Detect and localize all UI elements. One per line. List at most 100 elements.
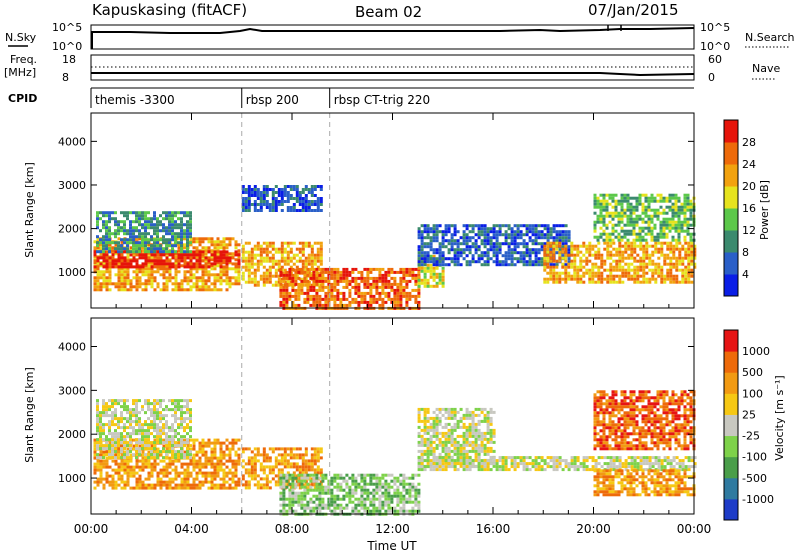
heatmap-cell: [654, 269, 657, 272]
heatmap-cell: [145, 273, 148, 276]
heatmap-cell: [94, 288, 97, 291]
heatmap-cell: [633, 278, 636, 281]
heatmap-cell: [220, 262, 223, 265]
heatmap-cell: [672, 221, 675, 224]
heatmap-cell: [543, 266, 546, 269]
heatmap-cell: [621, 230, 624, 233]
heatmap-cell: [642, 260, 645, 263]
heatmap-cell: [181, 288, 184, 291]
heatmap-cell: [220, 279, 223, 282]
heatmap-cell: [321, 271, 324, 274]
heatmap-cell: [684, 275, 687, 278]
heatmap-cell: [490, 242, 493, 245]
heatmap-cell: [615, 254, 618, 257]
heatmap-cell: [159, 414, 162, 417]
heatmap-cell: [127, 265, 130, 268]
heatmap-cell: [427, 251, 430, 254]
heatmap-cell: [242, 200, 245, 203]
heatmap-cell: [138, 235, 141, 238]
heatmap-cell: [157, 472, 160, 475]
heatmap-cell: [151, 463, 154, 466]
heatmap-cell: [317, 254, 320, 257]
heatmap-cell: [609, 212, 612, 215]
heatmap-cell: [314, 468, 317, 471]
heatmap-cell: [99, 241, 102, 244]
heatmap-cell: [208, 279, 211, 282]
heatmap-cell: [639, 263, 642, 266]
heatmap-cell: [297, 283, 300, 286]
heatmap-cell: [678, 221, 681, 224]
heatmap-cell: [127, 469, 130, 472]
heatmap-cell: [381, 268, 384, 271]
heatmap-cell: [600, 254, 603, 257]
heatmap-cell: [600, 200, 603, 203]
heatmap-cell: [430, 267, 433, 270]
heatmap-cell: [381, 301, 384, 304]
heatmap-cell: [102, 432, 105, 435]
heatmap-cell: [296, 260, 299, 263]
heatmap-cell: [675, 248, 678, 251]
heatmap-cell: [663, 209, 666, 212]
heatmap-cell: [214, 439, 217, 442]
heatmap-cell: [142, 282, 145, 285]
heatmap-cell: [639, 266, 642, 269]
heatmap-cell: [336, 274, 339, 277]
heatmap-cell: [421, 282, 424, 285]
heatmap-cell: [184, 265, 187, 268]
heatmap-cell: [627, 215, 630, 218]
heatmap-cell: [114, 444, 117, 447]
heatmap-cell: [442, 239, 445, 242]
heatmap-cell: [627, 197, 630, 200]
heatmap-cell: [287, 191, 290, 194]
heatmap-cell: [263, 248, 266, 251]
heatmap-cell: [100, 460, 103, 463]
heatmap-cell: [145, 256, 148, 259]
heatmap-cell: [639, 257, 642, 260]
heatmap-cell: [511, 263, 514, 266]
heatmap-cell: [150, 408, 153, 411]
heatmap-cell: [142, 270, 145, 273]
heatmap-cell: [117, 402, 120, 405]
heatmap-cell: [657, 272, 660, 275]
heatmap-cell: [570, 263, 573, 266]
heatmap-cell: [657, 194, 660, 197]
heatmap-cell: [627, 254, 630, 257]
heatmap-cell: [433, 285, 436, 288]
heatmap-cell: [433, 267, 436, 270]
heatmap-cell: [645, 212, 648, 215]
heatmap-cell: [205, 249, 208, 252]
heatmap-cell: [135, 441, 138, 444]
heatmap-cell: [147, 220, 150, 223]
heatmap-cell: [153, 211, 156, 214]
heatmap-cell: [108, 423, 111, 426]
heatmap-cell: [651, 263, 654, 266]
heatmap-cell: [144, 250, 147, 253]
heatmap-cell: [306, 286, 309, 289]
heatmap-cell: [202, 285, 205, 288]
heatmap-cell: [421, 245, 424, 248]
heatmap-cell: [684, 218, 687, 221]
heatmap-cell: [502, 254, 505, 257]
heatmap-cell: [496, 257, 499, 260]
heatmap-cell: [120, 238, 123, 241]
heatmap-cell: [254, 275, 257, 278]
heatmap-cell: [106, 460, 109, 463]
heatmap-cell: [254, 447, 257, 450]
heatmap-cell: [269, 471, 272, 474]
heatmap-cell: [636, 209, 639, 212]
heatmap-cell: [114, 217, 117, 220]
heatmap-cell: [336, 289, 339, 292]
heatmap-cell: [588, 242, 591, 245]
heatmap-cell: [153, 456, 156, 459]
heatmap-cell: [151, 273, 154, 276]
heatmap-cell: [324, 280, 327, 283]
heatmap-cell: [96, 214, 99, 217]
heatmap-cell: [223, 240, 226, 243]
heatmap-cell: [636, 203, 639, 206]
heatmap-cell: [520, 242, 523, 245]
heatmap-cell: [630, 224, 633, 227]
heatmap-cell: [487, 236, 490, 239]
heatmap-cell: [144, 238, 147, 241]
heatmap-cell: [166, 472, 169, 475]
heatmap-cell: [177, 432, 180, 435]
